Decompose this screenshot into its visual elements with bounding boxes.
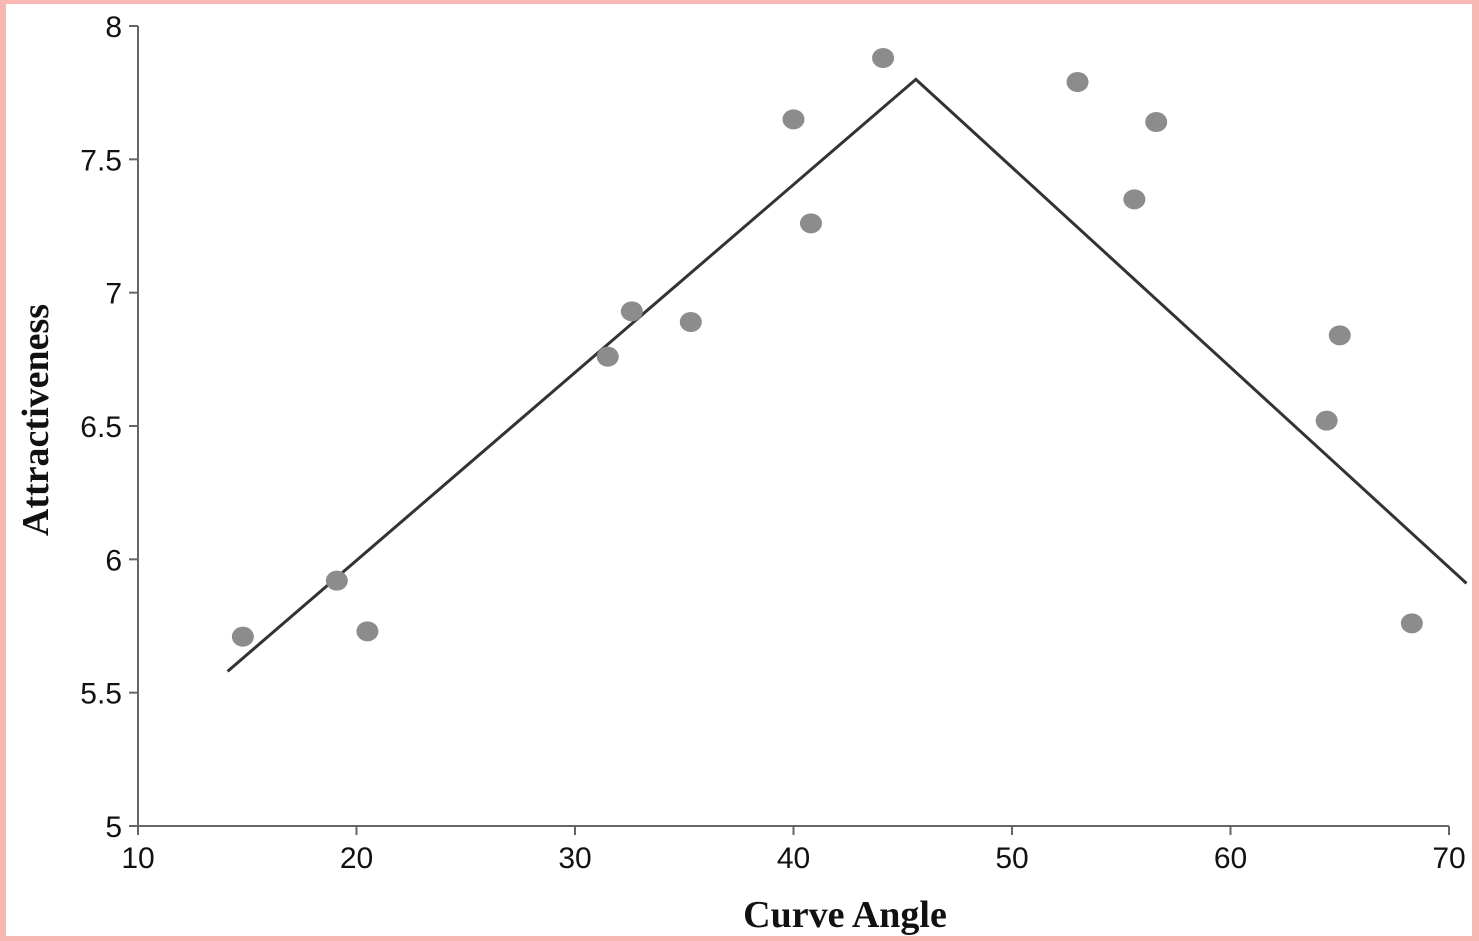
data-point xyxy=(356,621,379,642)
y-tick-label: 7 xyxy=(105,278,122,311)
fit-line-group xyxy=(226,77,1468,673)
fit-line xyxy=(226,77,1468,673)
data-point xyxy=(1066,72,1089,92)
y-axis-title: Attractiveness xyxy=(15,304,57,536)
data-point xyxy=(596,346,619,367)
y-tick-label: 8 xyxy=(105,11,122,44)
y-tick-label: 5.5 xyxy=(80,678,122,711)
y-tick-label: 5 xyxy=(105,811,122,844)
axes xyxy=(137,26,1449,827)
data-point xyxy=(325,570,348,591)
x-tick-label: 40 xyxy=(777,842,810,875)
data-point xyxy=(782,109,805,130)
x-tick-label: 60 xyxy=(1214,842,1247,875)
x-axis-title: Curve Angle xyxy=(743,894,947,936)
data-points xyxy=(231,48,1423,647)
x-tick-label: 30 xyxy=(558,842,591,875)
data-point xyxy=(1315,410,1338,431)
data-point xyxy=(1328,325,1351,346)
x-tick-label: 50 xyxy=(995,842,1028,875)
data-point xyxy=(1400,613,1423,634)
y-tick-label: 7.5 xyxy=(80,144,122,177)
chart-background xyxy=(6,4,1472,936)
x-tick-label: 10 xyxy=(121,842,154,875)
y-tick-label: 6.5 xyxy=(80,411,122,444)
x-tick-label: 70 xyxy=(1432,842,1465,875)
x-tick-label: 20 xyxy=(340,842,373,875)
data-point xyxy=(679,312,702,332)
data-point xyxy=(231,626,254,647)
data-point xyxy=(799,213,822,234)
data-point xyxy=(620,301,643,322)
y-ticks: 5 5.5 6 6.5 7 7.5 8 xyxy=(80,11,138,844)
data-point xyxy=(872,48,895,68)
data-point xyxy=(1145,112,1168,132)
y-tick-label: 6 xyxy=(105,544,122,577)
x-ticks: 10 20 30 40 50 60 70 xyxy=(121,826,1466,875)
data-point xyxy=(1123,189,1146,210)
